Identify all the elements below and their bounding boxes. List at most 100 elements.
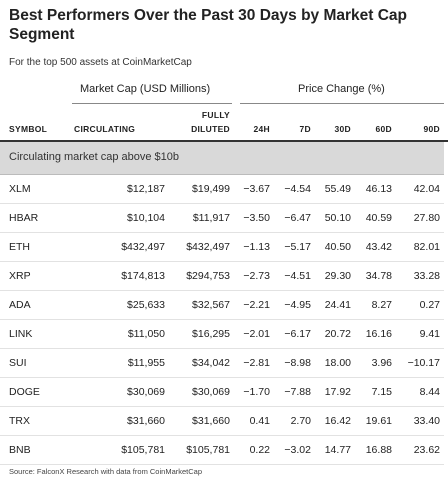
cell-24h: −2.21 xyxy=(243,299,270,311)
cell-24h: −2.01 xyxy=(243,328,270,340)
price-change-group-rule xyxy=(240,103,444,104)
cell-60d: 16.88 xyxy=(365,444,392,456)
cell-7d: −7.88 xyxy=(284,386,311,398)
cell-7d: 2.70 xyxy=(290,415,311,427)
cell-circulating: $31,660 xyxy=(127,415,165,427)
cell-7d: −3.02 xyxy=(284,444,311,456)
cell-circulating: $12,187 xyxy=(127,183,165,195)
cell-7d: −4.95 xyxy=(284,299,311,311)
cell-60d: 40.59 xyxy=(365,212,392,224)
cell-symbol: TRX xyxy=(9,415,30,427)
cell-fully-diluted: $31,660 xyxy=(192,415,230,427)
cell-symbol: ETH xyxy=(9,241,30,253)
col-header-circulating: CIRCULATING xyxy=(74,124,136,134)
col-header-90d: 90D xyxy=(423,124,440,134)
cell-90d: 0.27 xyxy=(419,299,440,311)
cell-circulating: $25,633 xyxy=(127,299,165,311)
cell-30d: 24.41 xyxy=(324,299,351,311)
cell-7d: −6.17 xyxy=(284,328,311,340)
cell-60d: 43.42 xyxy=(365,241,392,253)
cell-24h: −3.50 xyxy=(243,212,270,224)
cell-60d: 3.96 xyxy=(371,357,392,369)
cell-30d: 29.30 xyxy=(324,270,351,282)
cell-24h: −2.73 xyxy=(243,270,270,282)
cell-60d: 7.15 xyxy=(371,386,392,398)
cell-fully-diluted: $34,042 xyxy=(192,357,230,369)
cell-60d: 46.13 xyxy=(365,183,392,195)
col-header-24h: 24H xyxy=(253,124,270,134)
cell-fully-diluted: $294,753 xyxy=(186,270,230,282)
cell-circulating: $105,781 xyxy=(121,444,165,456)
market-cap-group-rule xyxy=(72,103,232,104)
col-header-7d: 7D xyxy=(299,124,311,134)
cell-24h: −1.13 xyxy=(243,241,270,253)
cell-symbol: XRP xyxy=(9,270,31,282)
cell-symbol: HBAR xyxy=(9,212,39,224)
cell-60d: 34.78 xyxy=(365,270,392,282)
cell-fully-diluted: $11,917 xyxy=(192,212,230,224)
cell-90d: 8.44 xyxy=(419,386,440,398)
cell-circulating: $432,497 xyxy=(121,241,165,253)
cell-symbol: DOGE xyxy=(9,386,40,398)
table-row: HBAR $10,104 $11,917 −3.50 −6.47 50.10 40.59 27… xyxy=(0,204,444,233)
price-change-group-header: Price Change (%) xyxy=(298,83,385,95)
cell-90d: 42.04 xyxy=(413,183,440,195)
cell-24h: 0.41 xyxy=(249,415,270,427)
cell-30d: 55.49 xyxy=(324,183,351,195)
cell-24h: −1.70 xyxy=(243,386,270,398)
cell-circulating: $11,955 xyxy=(127,357,165,369)
cell-7d: −5.17 xyxy=(284,241,311,253)
cell-30d: 50.10 xyxy=(324,212,351,224)
cell-fully-diluted: $105,781 xyxy=(186,444,230,456)
cell-fully-diluted: $19,499 xyxy=(192,183,230,195)
table-row: XLM $12,187 $19,499 −3.67 −4.54 55.49 46.13 42.… xyxy=(0,175,444,204)
cell-symbol: XLM xyxy=(9,183,31,195)
cell-7d: −8.98 xyxy=(284,357,311,369)
cell-30d: 18.00 xyxy=(324,357,351,369)
cell-30d: 14.77 xyxy=(324,444,351,456)
cell-90d: 23.62 xyxy=(413,444,440,456)
cell-circulating: $30,069 xyxy=(127,386,165,398)
cell-fully-diluted: $32,567 xyxy=(192,299,230,311)
cell-90d: 27.80 xyxy=(413,212,440,224)
col-header-60d: 60D xyxy=(375,124,392,134)
cell-symbol: ADA xyxy=(9,299,31,311)
table-row: SUI $11,955 $34,042 −2.81 −8.98 18.00 3.96 −10.… xyxy=(0,349,444,378)
cell-90d: 33.28 xyxy=(413,270,440,282)
page-title: Best Performers Over the Past 30 Days by… xyxy=(9,7,408,43)
table-row: TRX $31,660 $31,660 0.41 2.70 16.42 19.61 33.40 xyxy=(0,407,444,436)
cell-fully-diluted: $16,295 xyxy=(192,328,230,340)
cell-90d: 82.01 xyxy=(413,241,440,253)
cell-24h: −3.67 xyxy=(243,183,270,195)
table-row: BNB $105,781 $105,781 0.22 −3.02 14.77 16.88 23… xyxy=(0,436,444,465)
cell-90d: 33.40 xyxy=(413,415,440,427)
table-row: LINK $11,050 $16,295 −2.01 −6.17 20.72 16.16 9.… xyxy=(0,320,444,349)
cell-90d: −10.17 xyxy=(407,357,440,369)
cell-30d: 16.42 xyxy=(324,415,351,427)
col-header-symbol: SYMBOL xyxy=(9,124,48,134)
cell-circulating: $174,813 xyxy=(121,270,165,282)
col-header-fully: FULLY xyxy=(201,110,230,120)
cell-60d: 16.16 xyxy=(365,328,392,340)
cell-30d: 40.50 xyxy=(324,241,351,253)
market-cap-group-header: Market Cap (USD Millions) xyxy=(80,83,211,95)
section-label: Circulating market cap above $10b xyxy=(9,151,179,163)
cell-circulating: $11,050 xyxy=(127,328,165,340)
cell-30d: 17.92 xyxy=(324,386,351,398)
cell-60d: 19.61 xyxy=(365,415,392,427)
col-header-30d: 30D xyxy=(334,124,351,134)
header-rule xyxy=(0,140,448,142)
section-row: Circulating market cap above $10b xyxy=(0,142,444,175)
cell-90d: 9.41 xyxy=(419,328,440,340)
cell-fully-diluted: $30,069 xyxy=(192,386,230,398)
cell-symbol: LINK xyxy=(9,328,33,340)
cell-30d: 20.72 xyxy=(324,328,351,340)
cell-24h: −2.81 xyxy=(243,357,270,369)
cell-7d: −4.54 xyxy=(284,183,311,195)
cell-circulating: $10,104 xyxy=(127,212,165,224)
cell-symbol: SUI xyxy=(9,357,27,369)
cell-fully-diluted: $432,497 xyxy=(186,241,230,253)
table-row: XRP $174,813 $294,753 −2.73 −4.51 29.30 34.78 3… xyxy=(0,262,444,291)
table-row: ETH $432,497 $432,497 −1.13 −5.17 40.50 43.42 8… xyxy=(0,233,444,262)
